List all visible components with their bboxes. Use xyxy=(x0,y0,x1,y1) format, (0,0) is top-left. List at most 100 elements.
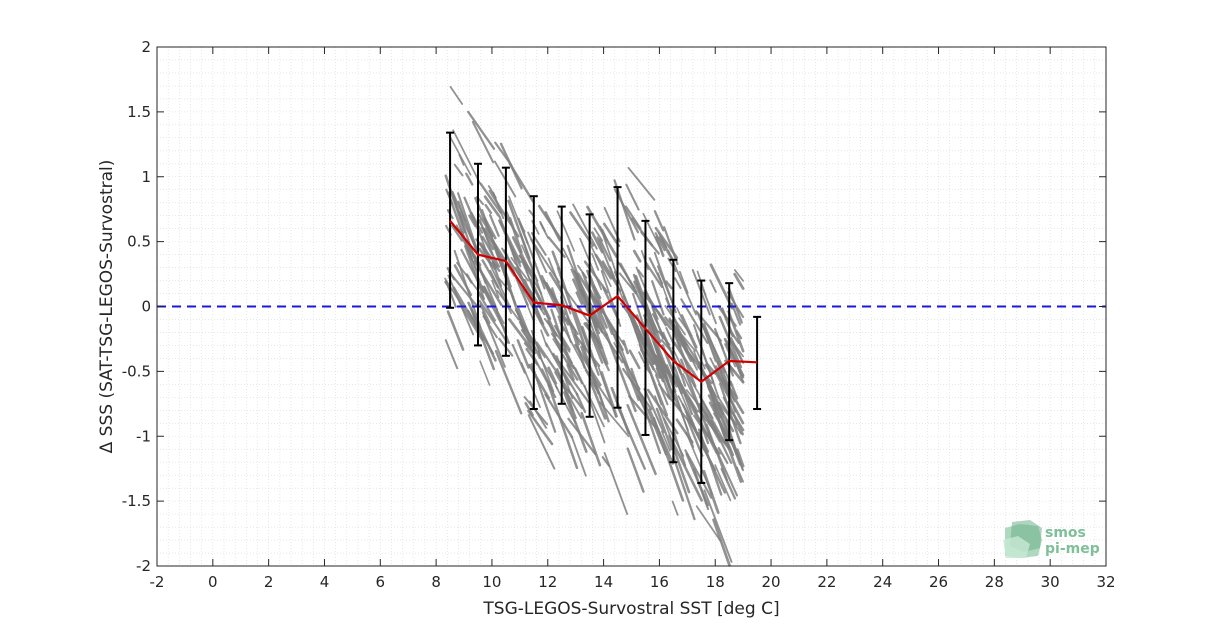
scatter-point xyxy=(581,271,608,337)
scatter-point xyxy=(729,348,745,383)
scatter-point xyxy=(467,309,495,355)
scatter-point xyxy=(520,329,532,344)
scatter-point xyxy=(449,85,464,105)
scatter-point xyxy=(671,441,703,502)
scatter-point xyxy=(727,401,744,436)
scatter-point xyxy=(682,373,702,413)
scatter-point xyxy=(463,196,484,241)
scatter-point xyxy=(446,310,465,351)
scatter-point xyxy=(685,452,710,507)
y-tick-label: 1.5 xyxy=(127,103,151,121)
scatter-point xyxy=(452,129,482,185)
x-tick-labels: -2 0 2 4 6 8 10 12 14 16 18 20 22 24 26 28 30 32 xyxy=(150,573,1116,591)
scatter-point xyxy=(573,333,601,367)
scatter-point xyxy=(672,455,696,521)
scatter-point xyxy=(673,390,683,413)
scatter-point xyxy=(613,271,643,339)
scatter-point xyxy=(715,402,735,433)
scatter-point xyxy=(478,299,509,344)
scatter-point xyxy=(656,265,675,308)
scatter-point xyxy=(491,279,500,299)
x-tick-label: 16 xyxy=(650,573,669,591)
scatter-point xyxy=(693,324,715,384)
scatter-point xyxy=(567,417,597,456)
scatter-point xyxy=(471,120,495,164)
x-tick-label: 24 xyxy=(873,573,892,591)
scatter-point xyxy=(712,518,731,567)
scatter-point xyxy=(547,366,558,385)
logo-mark-icon xyxy=(1003,520,1042,558)
x-tick-label: 10 xyxy=(482,573,501,591)
x-tick-label: 6 xyxy=(376,573,386,591)
scatter-point xyxy=(712,403,743,483)
logo-text-smos: smos xyxy=(1045,525,1086,541)
scatter-point xyxy=(653,210,665,232)
y-tick-label: -0.5 xyxy=(122,362,151,380)
scatter-point xyxy=(562,326,589,374)
scatter-point xyxy=(671,328,697,388)
scatter-point xyxy=(613,188,640,234)
scatter-point xyxy=(720,307,735,338)
x-tick-label: -2 xyxy=(150,573,165,591)
scatter-point xyxy=(603,452,629,515)
scatter-point xyxy=(468,214,477,228)
scatter-point xyxy=(479,303,491,324)
y-tick-label: 0.5 xyxy=(127,233,151,251)
scatter-point xyxy=(527,414,556,470)
x-axis-label: TSG-LEGOS-Survostral SST [deg C] xyxy=(482,599,779,619)
scatter-point xyxy=(648,408,675,465)
scatter-point xyxy=(479,360,491,386)
scatter-point xyxy=(618,272,637,295)
scatter-point xyxy=(561,284,591,324)
scatter-point xyxy=(530,363,557,433)
scatter-point xyxy=(630,316,655,371)
mean-line xyxy=(449,220,758,384)
scatter-point xyxy=(566,363,575,381)
scatter-point xyxy=(703,322,734,396)
scatter-point xyxy=(539,222,549,239)
scatter-point xyxy=(590,245,612,288)
scatter-point xyxy=(508,318,537,355)
scatter-point xyxy=(558,360,590,404)
scatter-point xyxy=(661,331,683,375)
scatter-point xyxy=(477,212,494,238)
scatter-point xyxy=(498,215,529,294)
scatter-point xyxy=(652,340,674,399)
scatter-point xyxy=(591,231,604,254)
x-tick-label: 14 xyxy=(594,573,613,591)
scatter-point xyxy=(699,317,717,362)
scatter-point xyxy=(544,393,574,439)
scatter-point xyxy=(730,337,745,364)
scatter-point xyxy=(457,192,478,249)
scatter-point xyxy=(637,269,645,278)
scatter-point xyxy=(680,358,712,439)
scatter-point xyxy=(718,315,743,369)
scatter-point xyxy=(514,308,542,360)
x-tick-label: 20 xyxy=(762,573,781,591)
scatter-point xyxy=(465,172,474,186)
scatter-point xyxy=(551,250,561,271)
scatter-point xyxy=(480,285,507,333)
scatter-point xyxy=(654,232,666,252)
y-tick-label: 0 xyxy=(141,298,151,316)
scatter-point xyxy=(505,210,513,226)
scatter-point xyxy=(634,275,662,344)
scatter-point xyxy=(617,261,638,293)
scatter-point xyxy=(646,318,677,393)
smos-pi-mep-logo: smos pi-mep xyxy=(1003,520,1100,558)
scatter-point xyxy=(643,387,665,434)
scatter-point xyxy=(518,254,534,278)
scatter-point xyxy=(645,342,677,384)
x-tick-label: 2 xyxy=(264,573,274,591)
scatter-point xyxy=(444,174,466,234)
scatter-point xyxy=(673,431,687,467)
scatter-point xyxy=(575,291,584,305)
scatter-point xyxy=(606,318,625,346)
scatter-point xyxy=(517,217,546,290)
logo-text-pi-mep: pi-mep xyxy=(1045,541,1100,557)
scatter-point xyxy=(525,301,535,323)
scatter-point xyxy=(453,249,482,329)
scatter-point xyxy=(727,287,743,324)
scatter-point xyxy=(592,284,602,300)
